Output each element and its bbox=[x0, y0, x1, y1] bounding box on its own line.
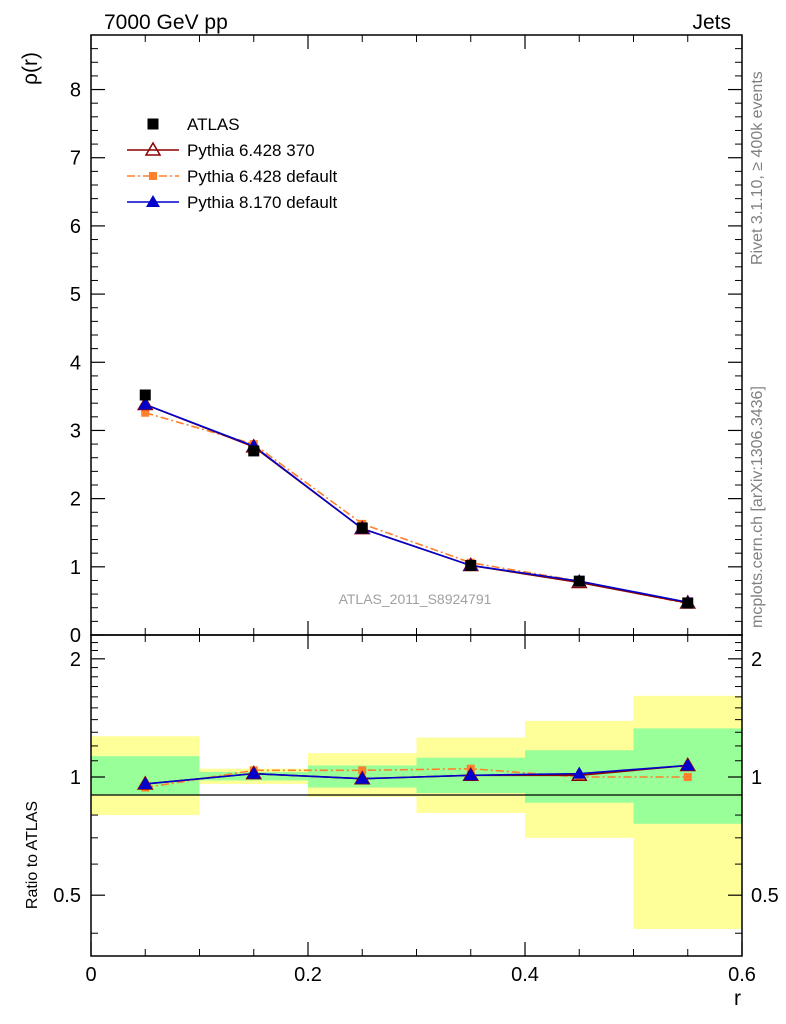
legend-label-atlas: ATLAS bbox=[187, 115, 240, 134]
legend-marker-pythia-8-170-default bbox=[146, 195, 160, 207]
ratio-point-pythia-8-170-default bbox=[463, 768, 478, 781]
analysis-watermark: ATLAS_2011_S8924791 bbox=[339, 591, 492, 607]
point-atlas bbox=[465, 559, 477, 571]
main-y-tick-label: 4 bbox=[70, 352, 81, 374]
ratio-line-pythia-6-428-default bbox=[145, 767, 688, 789]
ratio-y-tick-label: 2 bbox=[70, 649, 81, 671]
main-y-tick-label: 3 bbox=[70, 420, 81, 442]
legend-label-pythia-8-170-default: Pythia 8.170 default bbox=[187, 193, 338, 212]
ratio-y-axis-label: Ratio to ATLAS bbox=[24, 801, 41, 909]
ratio-y-tick-label: 1 bbox=[70, 767, 81, 789]
point-pythia-6-428-default bbox=[141, 408, 150, 417]
ratio-point-pythia-8-170-default bbox=[355, 771, 370, 784]
x-tick-label: 0 bbox=[85, 964, 96, 986]
main-y-tick-label: 6 bbox=[70, 216, 81, 238]
legend-entry-atlas: ATLAS bbox=[147, 115, 240, 134]
main-y-tick-label: 5 bbox=[70, 284, 81, 306]
legend-marker-pythia-6-428-default bbox=[149, 172, 157, 180]
x-tick-label: 0.4 bbox=[511, 964, 539, 986]
legend-label-pythia-6-428-default: Pythia 6.428 default bbox=[187, 167, 338, 186]
ratio-y-tick-label-right: 0.5 bbox=[751, 885, 779, 907]
legend-marker-atlas bbox=[147, 118, 159, 130]
point-atlas bbox=[682, 597, 694, 609]
ratio-panel: 0.5 0.5 1 1 2 2 0 0.2 0.4 0.6 Ratio to ATLAS r bbox=[24, 634, 779, 1010]
series-line-pythia-8-170-default bbox=[144, 403, 688, 604]
header-right-label: Jets bbox=[692, 11, 731, 34]
main-y-tick-label: 8 bbox=[70, 80, 81, 102]
series-line-pythia-6-428-370 bbox=[144, 403, 688, 604]
mcplots-info: mcplots.cern.ch [arXiv:1306.3436] bbox=[749, 386, 766, 628]
x-axis-label: r bbox=[734, 987, 741, 1010]
ratio-point-pythia-8-170-default bbox=[680, 758, 695, 771]
legend-entry-pythia-6-428-370: Pythia 6.428 370 bbox=[127, 141, 315, 160]
ratio-line-pythia-8-170-default bbox=[145, 764, 688, 785]
main-panel: ATLAS_2011_S8924791 ρ(r) 0 1 2 3 4 5 6 7 8 bbox=[19, 34, 743, 647]
ratio-point-pythia-8-170-default bbox=[572, 766, 587, 779]
header-left-label: 7000 GeV pp bbox=[104, 11, 228, 34]
main-y-tick-label: 0 bbox=[70, 625, 81, 647]
legend: ATLAS Pythia 6.428 370 Pythia 6.428 defaul… bbox=[127, 115, 338, 212]
point-atlas bbox=[573, 575, 585, 587]
main-y-tick-label: 7 bbox=[70, 148, 81, 170]
point-atlas bbox=[356, 522, 368, 534]
x-tick-label: 0.6 bbox=[728, 964, 756, 986]
main-y-axis-label: ρ(r) bbox=[19, 52, 42, 85]
legend-label-pythia-6-428-370: Pythia 6.428 370 bbox=[187, 141, 315, 160]
point-pythia-8-170-default bbox=[138, 397, 153, 410]
ratio-y-tick-label-right: 1 bbox=[751, 767, 762, 789]
legend-entry-pythia-8-170-default: Pythia 8.170 default bbox=[127, 193, 338, 212]
x-tick-label: 0.2 bbox=[294, 964, 322, 986]
main-y-tick-label: 1 bbox=[70, 557, 81, 579]
ratio-plot-frame bbox=[90, 634, 743, 957]
legend-entry-pythia-6-428-default: Pythia 6.428 default bbox=[127, 167, 338, 186]
ratio-point-pythia-6-428-default bbox=[683, 773, 692, 782]
ratio-point-pythia-8-170-default bbox=[138, 776, 153, 789]
ratio-point-pythia-8-170-default bbox=[246, 766, 261, 779]
series-line-pythia-6-428-default bbox=[145, 411, 688, 605]
point-atlas bbox=[139, 389, 151, 401]
ratio-y-tick-label: 0.5 bbox=[53, 885, 81, 907]
main-y-tick-label: 2 bbox=[70, 489, 81, 511]
rivet-info: Rivet 3.1.10, ≥ 400k events bbox=[749, 71, 766, 265]
ratio-y-tick-label-right: 2 bbox=[751, 649, 762, 671]
point-atlas bbox=[248, 445, 260, 457]
legend-marker-pythia-6-428-370 bbox=[144, 141, 162, 156]
